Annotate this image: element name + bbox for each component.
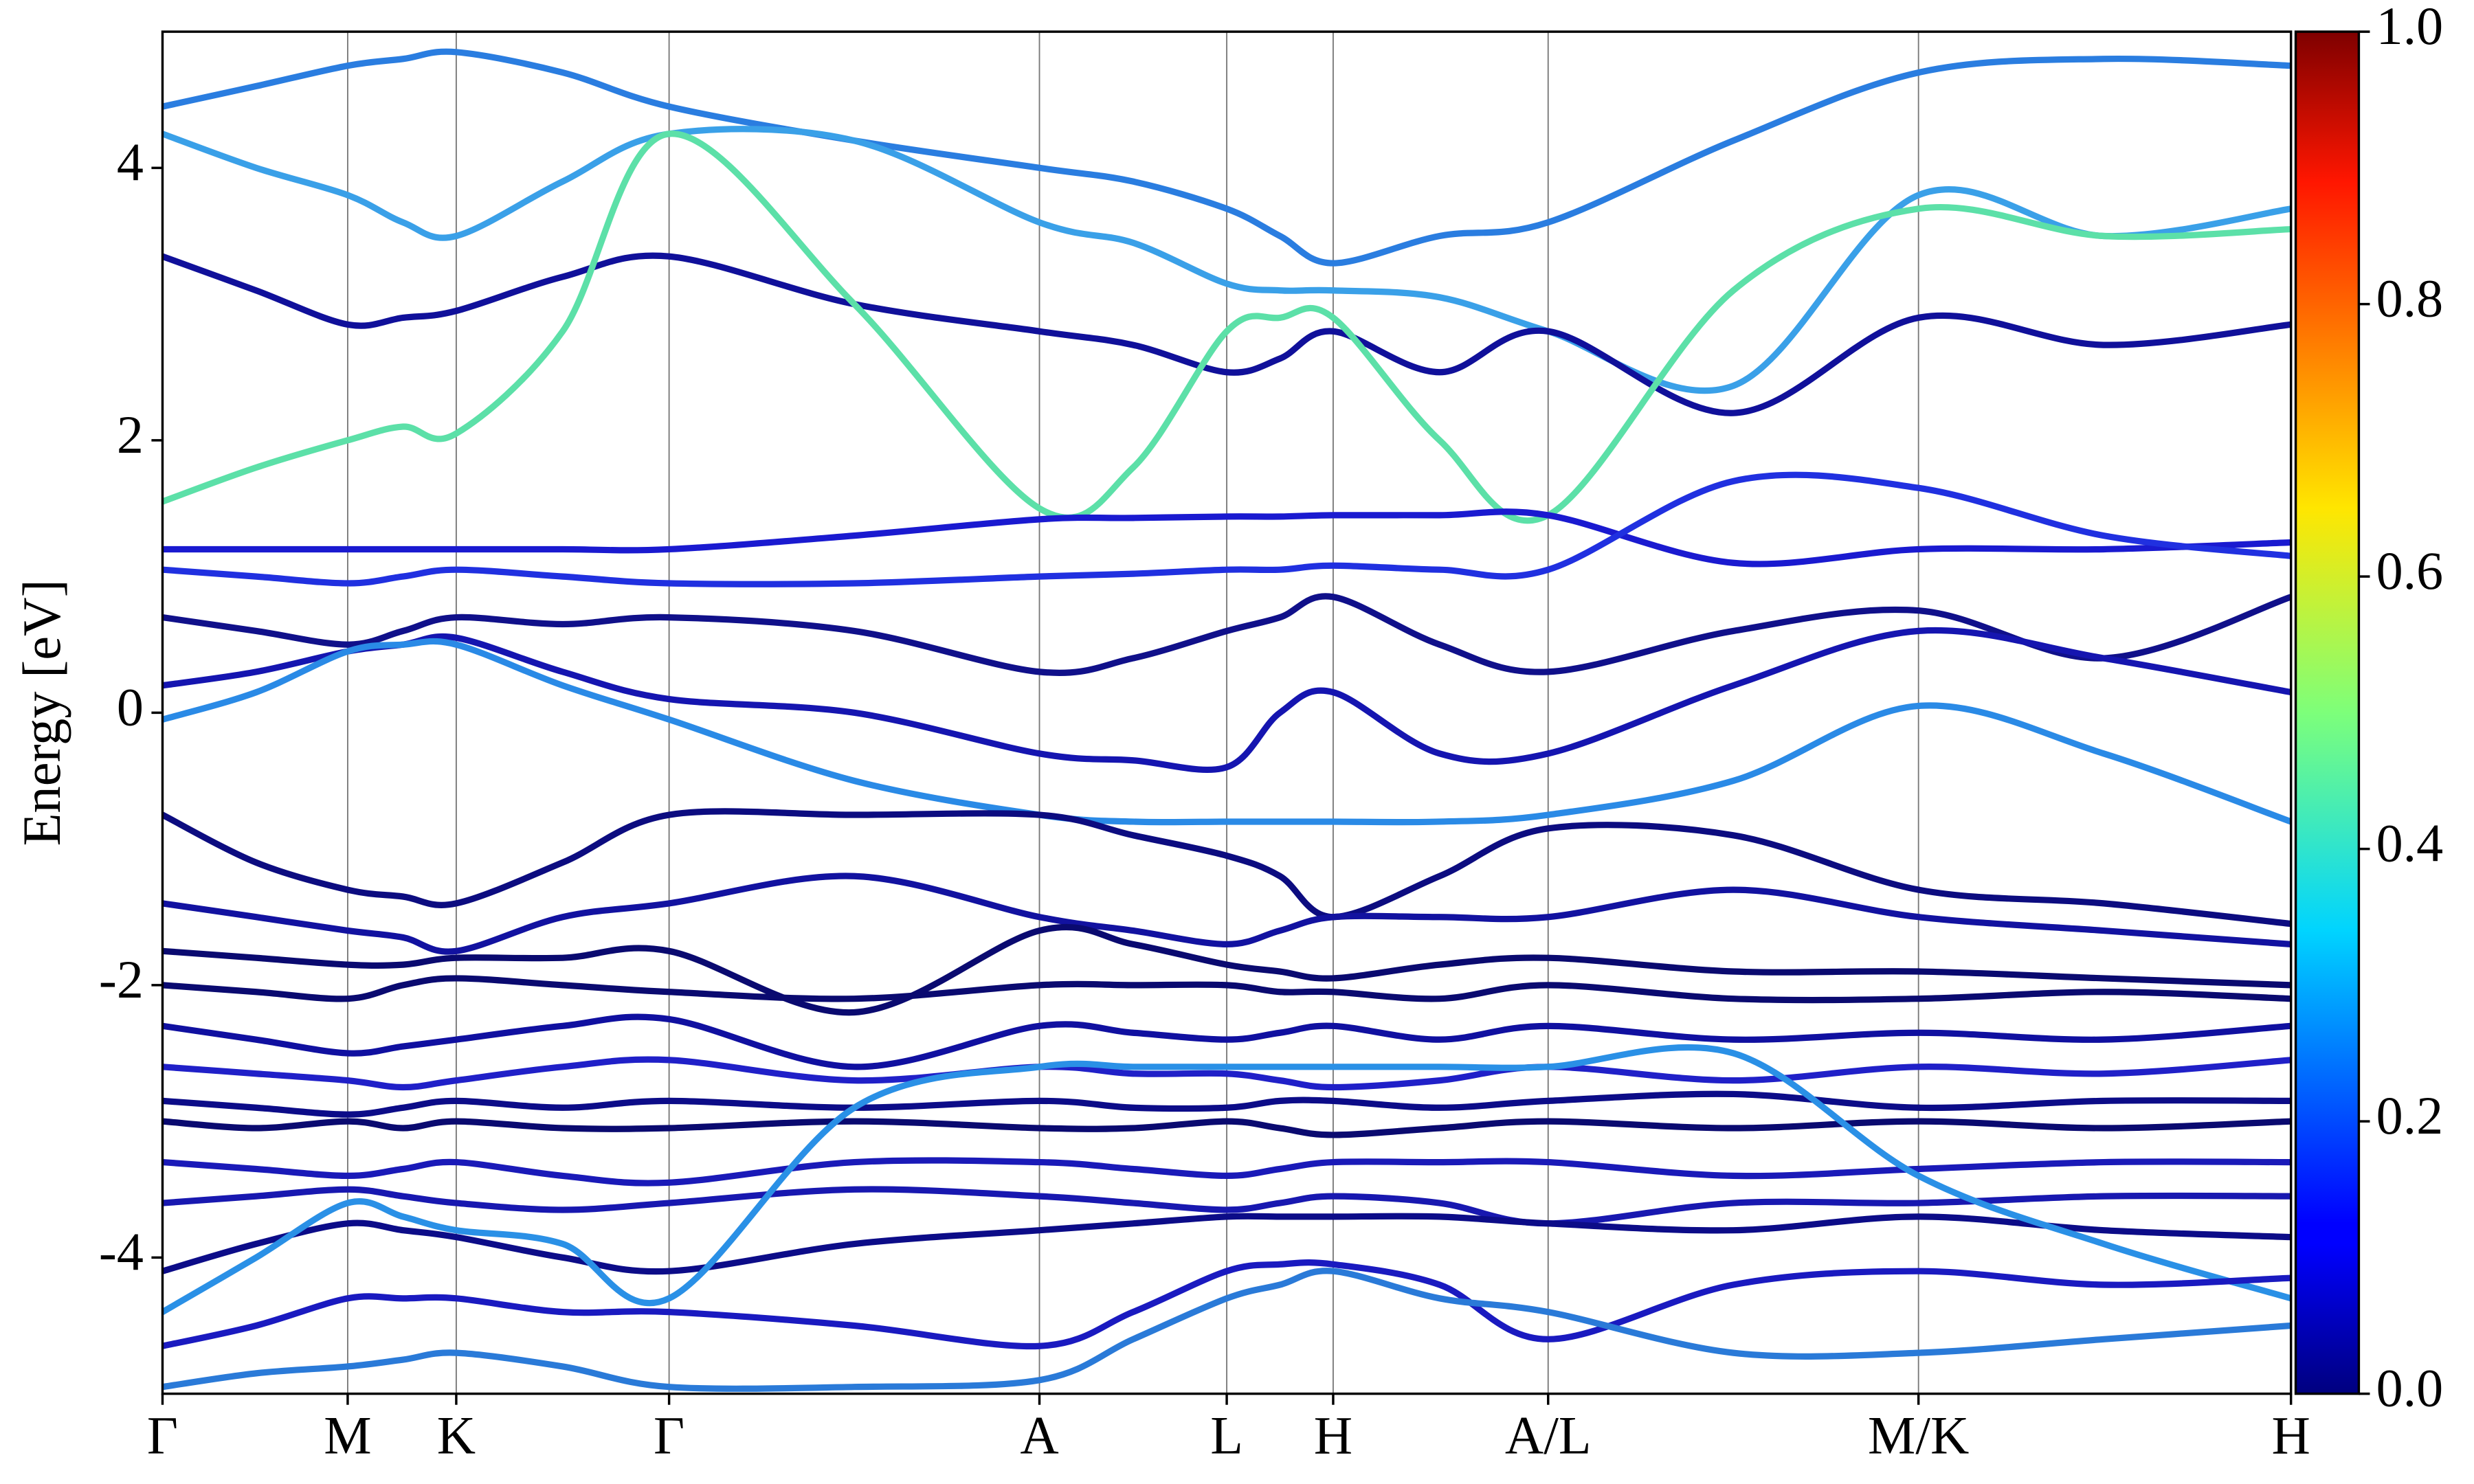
band-line bbox=[162, 873, 2291, 955]
x-tick-label: Γ bbox=[654, 1406, 684, 1465]
band-line bbox=[162, 1213, 2291, 1275]
band-line bbox=[162, 126, 2291, 394]
colorbar bbox=[2294, 30, 2361, 1395]
y-tick-label: 2 bbox=[117, 405, 144, 464]
colorbar-tick-label: 0.2 bbox=[2376, 1086, 2444, 1145]
colorbar-tick-label: 0.4 bbox=[2376, 813, 2444, 873]
colorbar-tick-label: 0.6 bbox=[2376, 541, 2444, 600]
y-tick-label: 4 bbox=[117, 132, 144, 192]
band-line bbox=[162, 1157, 2291, 1187]
y-tick-label: -4 bbox=[99, 1222, 144, 1281]
band-line bbox=[162, 48, 2291, 267]
band-line bbox=[162, 975, 2291, 1004]
axes: -4 -2 0 2 4 Γ M K Γ A L H A/L M/K H 0.0 0.2 0.4 0.6 0.8 1.0 bbox=[99, 0, 2443, 1465]
band-line bbox=[162, 131, 2291, 524]
band-line bbox=[162, 923, 2291, 1016]
band-line bbox=[162, 808, 2291, 928]
x-tick-label: M/K bbox=[1868, 1406, 1969, 1465]
bands bbox=[162, 48, 2291, 1392]
band-line bbox=[162, 252, 2291, 416]
colorbar-tick-label: 0.0 bbox=[2376, 1358, 2444, 1417]
colorbar-tick-label: 1.0 bbox=[2376, 0, 2444, 56]
band-line bbox=[162, 1268, 2291, 1392]
y-axis-label: Energy [eV] bbox=[12, 579, 71, 846]
x-tick-label: Γ bbox=[147, 1406, 178, 1465]
band-line bbox=[162, 1090, 2291, 1118]
x-tick-label: M bbox=[324, 1406, 371, 1465]
x-tick-label: K bbox=[437, 1406, 476, 1465]
y-tick-label: 0 bbox=[117, 677, 144, 737]
x-tick-label: H bbox=[2271, 1406, 2310, 1465]
band-line bbox=[162, 1056, 2291, 1091]
band-line bbox=[162, 638, 2291, 826]
band-line bbox=[162, 593, 2291, 677]
band-line bbox=[162, 1259, 2291, 1350]
y-tick-label: -2 bbox=[99, 949, 144, 1009]
x-tick-label: A/L bbox=[1505, 1406, 1592, 1465]
band-line bbox=[162, 1186, 2291, 1227]
x-tick-label: L bbox=[1210, 1406, 1243, 1465]
band-line bbox=[162, 1044, 2291, 1316]
x-tick-label: A bbox=[1020, 1406, 1058, 1465]
band-line bbox=[162, 471, 2291, 587]
x-tick-label: H bbox=[1314, 1406, 1352, 1465]
band-line bbox=[162, 508, 2291, 567]
colorbar-tick-label: 0.8 bbox=[2376, 268, 2444, 328]
band-line bbox=[162, 627, 2291, 774]
band-line bbox=[162, 1013, 2291, 1070]
